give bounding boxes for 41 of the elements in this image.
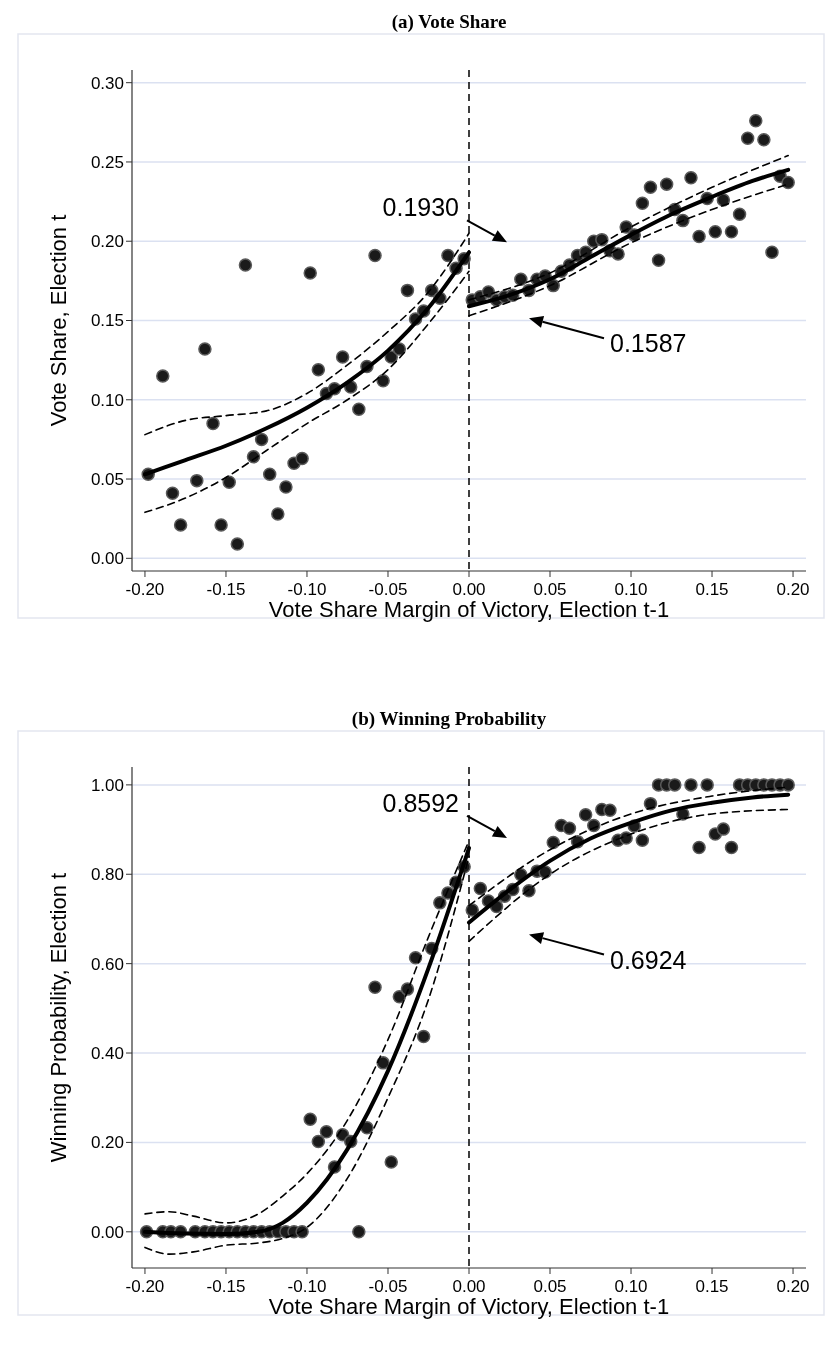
x-tick-label: -0.20 <box>125 580 165 599</box>
x-tick-label: 0.15 <box>695 1277 729 1296</box>
y-tick-label: 0.20 <box>90 1133 124 1153</box>
x-tick-label: 0.05 <box>533 1277 567 1296</box>
y-axis-title: Winning Probability, Election t <box>46 872 71 1163</box>
x-tick-label: 0.10 <box>614 1277 648 1296</box>
x-tick-label: -0.10 <box>287 580 327 599</box>
y-tick-label: 0.80 <box>90 865 124 885</box>
x-tick-label: -0.05 <box>368 1277 408 1296</box>
chart-title: (b) Winning Probability <box>351 708 547 730</box>
chart-title: (a) Vote Share <box>391 11 507 33</box>
y-tick-label: 0.40 <box>90 1043 124 1063</box>
y-tick-label: 0.20 <box>90 232 124 252</box>
x-tick-label: -0.10 <box>287 1277 327 1296</box>
annotation: 0.1587 <box>610 329 687 358</box>
x-tick-label: 0.10 <box>614 580 648 599</box>
x-tick-label: 0.20 <box>776 1277 810 1296</box>
y-tick-label: 0.25 <box>90 152 124 172</box>
x-tick-label: 0.20 <box>776 580 810 599</box>
y-tick-label: 0.00 <box>90 1222 124 1242</box>
x-tick-label: 0.15 <box>695 580 729 599</box>
x-tick-label: 0.00 <box>452 1277 486 1296</box>
x-tick-label: -0.20 <box>125 1277 165 1296</box>
y-tick-label: 0.05 <box>90 469 124 489</box>
y-tick-label: 0.30 <box>90 73 124 93</box>
y-tick-label: 0.15 <box>90 311 124 331</box>
x-tick-label: -0.05 <box>368 580 408 599</box>
x-tick-label: -0.15 <box>206 580 246 599</box>
y-tick-label: 0.10 <box>90 390 124 410</box>
x-tick-label: 0.05 <box>533 580 567 599</box>
y-tick-label: 1.00 <box>90 775 124 795</box>
x-tick-label: 0.00 <box>452 580 486 599</box>
annotation: 0.6924 <box>610 945 687 974</box>
y-axis-title: Vote Share, Election t <box>46 214 71 427</box>
x-axis-title: Vote Share Margin of Victory, Election t-1 <box>268 597 670 622</box>
annotation: 0.8592 <box>382 788 459 817</box>
x-axis-title: Vote Share Margin of Victory, Election t-1 <box>268 1294 670 1319</box>
y-tick-label: 0.00 <box>90 549 124 569</box>
annotation: 0.1930 <box>382 193 459 222</box>
x-tick-label: -0.15 <box>206 1277 246 1296</box>
y-tick-label: 0.60 <box>90 954 124 974</box>
